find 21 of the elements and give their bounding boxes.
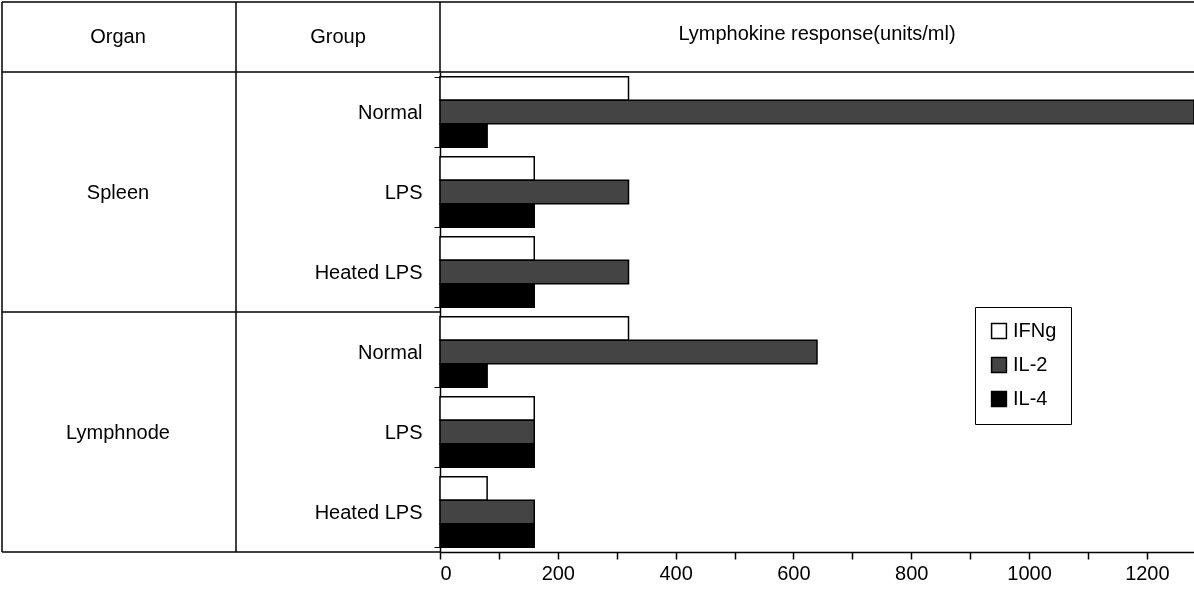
text: Organ [90, 24, 146, 48]
x-tick-label: 1000 [1007, 561, 1052, 584]
y-tick-label: Normal [358, 340, 423, 363]
x-tick-label: 200 [541, 561, 575, 584]
x-tick-label: 0 [440, 561, 452, 584]
legend-label: IFNg [1013, 319, 1057, 341]
legend-label: IL-2 [1013, 353, 1048, 375]
chart-title: Lymphokine response(units/ml) [678, 22, 956, 44]
y-tick-label: Heated LPS [314, 500, 423, 523]
text: Spleen [86, 180, 150, 204]
y-tick-label: Normal [358, 100, 423, 123]
y-tick-label: Heated LPS [314, 260, 423, 283]
x-tick-label: 800 [895, 561, 929, 584]
y-tick-label: LPS [384, 420, 423, 443]
x-tick-label: 600 [777, 561, 811, 584]
x-tick-label: 1200 [1125, 561, 1170, 584]
x-tick-label: 400 [659, 561, 693, 584]
legend-label: IL-4 [1013, 387, 1048, 409]
text: Lymphnode [66, 420, 170, 444]
text: Group [310, 24, 366, 48]
y-tick-label: LPS [384, 180, 423, 203]
